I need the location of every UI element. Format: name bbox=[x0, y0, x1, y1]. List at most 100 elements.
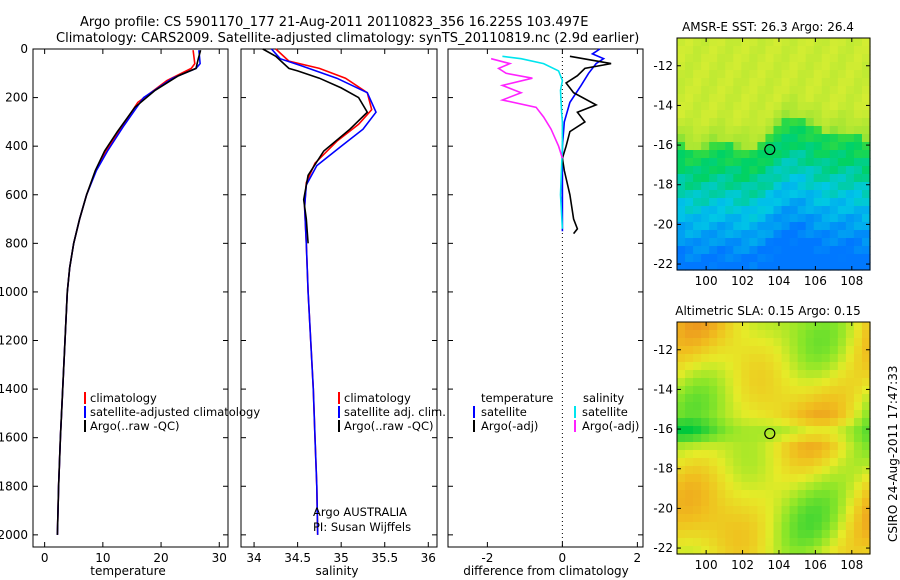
heatmap-cell bbox=[709, 434, 718, 443]
heatmap-cell bbox=[781, 546, 791, 555]
heatmap-cell bbox=[709, 126, 718, 135]
heatmap-cell bbox=[821, 482, 831, 491]
series-line-1 bbox=[270, 48, 377, 535]
heatmap-cell bbox=[781, 94, 791, 103]
heatmap-cell bbox=[677, 38, 686, 47]
heatmap-cell bbox=[853, 102, 863, 111]
heatmap-cell bbox=[685, 362, 694, 371]
heatmap-cell bbox=[685, 354, 694, 363]
heatmap-cell bbox=[789, 458, 799, 467]
heatmap-cell bbox=[757, 506, 767, 515]
heatmap-cell bbox=[725, 450, 734, 459]
heatmap-cell bbox=[789, 442, 799, 451]
heatmap-cell bbox=[845, 498, 855, 507]
heatmap-cell bbox=[781, 110, 791, 119]
heatmap-cell bbox=[709, 522, 718, 531]
heatmap-cell bbox=[789, 158, 799, 167]
heatmap-cell bbox=[797, 354, 807, 363]
temperature-panel: 0 10 20 30 0 200 400 600 800 1000 1200 1400 1600 1800… bbox=[0, 42, 229, 565]
heatmap-cell bbox=[757, 126, 767, 135]
heatmap-cell bbox=[701, 506, 710, 515]
heatmap-cell bbox=[717, 174, 726, 183]
heatmap-cell bbox=[733, 102, 742, 111]
heatmap-cell bbox=[765, 214, 775, 223]
heatmap-cell bbox=[853, 206, 863, 215]
heatmap-cell bbox=[805, 378, 815, 387]
heatmap-cell bbox=[829, 166, 839, 175]
heatmap-cell bbox=[773, 150, 783, 159]
heatmap-cell bbox=[701, 474, 710, 483]
heatmap-cell bbox=[837, 158, 847, 167]
heatmap-cell bbox=[709, 538, 718, 547]
heatmap-cell bbox=[821, 54, 831, 63]
heatmap-cell bbox=[757, 362, 767, 371]
heatmap-cell bbox=[821, 522, 831, 531]
heatmap-cell bbox=[797, 46, 807, 55]
heatmap-cell bbox=[813, 166, 823, 175]
heatmap-cell bbox=[773, 498, 783, 507]
heatmap-cell bbox=[693, 38, 702, 47]
heatmap-cell bbox=[829, 354, 839, 363]
heatmap-cell bbox=[853, 222, 863, 231]
x-tick-label: 100 bbox=[695, 558, 718, 572]
y-tick-label: 0 bbox=[20, 42, 28, 56]
heatmap-cell bbox=[717, 126, 726, 135]
heatmap-cell bbox=[741, 102, 750, 111]
heatmap-cell bbox=[685, 466, 694, 475]
heatmap-cell bbox=[853, 246, 863, 255]
heatmap-cell bbox=[765, 402, 775, 411]
heatmap-cell bbox=[749, 246, 759, 255]
heatmap-cell bbox=[733, 338, 742, 347]
heatmap-cell bbox=[701, 246, 710, 255]
heatmap-cell bbox=[789, 386, 799, 395]
heatmap-cell bbox=[821, 62, 831, 71]
heatmap-cell bbox=[773, 490, 783, 499]
heatmap-cell bbox=[837, 166, 847, 175]
heatmap-cell bbox=[797, 166, 807, 175]
heatmap-cell bbox=[829, 514, 839, 523]
heatmap-cell bbox=[805, 538, 815, 547]
heatmap-cell bbox=[837, 538, 847, 547]
heatmap-field bbox=[677, 38, 871, 271]
heatmap-cell bbox=[725, 86, 734, 95]
heatmap-cell bbox=[741, 78, 750, 87]
heatmap-cell bbox=[685, 402, 694, 411]
heatmap-cell bbox=[693, 70, 702, 79]
heatmap-cell bbox=[829, 474, 839, 483]
heatmap-cell bbox=[765, 118, 775, 127]
heatmap-cell bbox=[701, 490, 710, 499]
heatmap-cell bbox=[773, 450, 783, 459]
heatmap-cell bbox=[781, 142, 791, 151]
heatmap-cell bbox=[845, 506, 855, 515]
heatmap-cell bbox=[757, 354, 767, 363]
heatmap-cell bbox=[677, 94, 686, 103]
heatmap-cell bbox=[717, 378, 726, 387]
heatmap-cell bbox=[861, 262, 871, 271]
heatmap-cell bbox=[845, 522, 855, 531]
heatmap-cell bbox=[693, 126, 702, 135]
heatmap-cell bbox=[701, 386, 710, 395]
heatmap-cell bbox=[741, 522, 750, 531]
heatmap-cell bbox=[805, 330, 815, 339]
heatmap-cell bbox=[733, 378, 742, 387]
heatmap-cell bbox=[797, 150, 807, 159]
heatmap-cell bbox=[845, 158, 855, 167]
heatmap-cell bbox=[789, 150, 799, 159]
heatmap-cell bbox=[829, 78, 839, 87]
heatmap-cell bbox=[821, 426, 831, 435]
heatmap-cell bbox=[821, 254, 831, 263]
heatmap-cell bbox=[837, 362, 847, 371]
x-tick-label: 106 bbox=[804, 558, 827, 572]
heatmap-cell bbox=[861, 94, 871, 103]
heatmap-cell bbox=[733, 118, 742, 127]
heatmap-cell bbox=[797, 118, 807, 127]
heatmap-cell bbox=[741, 246, 750, 255]
heatmap-cell bbox=[789, 126, 799, 135]
heatmap-cell bbox=[773, 78, 783, 87]
heatmap-cell bbox=[765, 362, 775, 371]
heatmap-cell bbox=[685, 498, 694, 507]
heatmap-cell bbox=[845, 230, 855, 239]
heatmap-cell bbox=[677, 538, 686, 547]
heatmap-cell bbox=[837, 322, 847, 331]
heatmap-cell bbox=[805, 482, 815, 491]
